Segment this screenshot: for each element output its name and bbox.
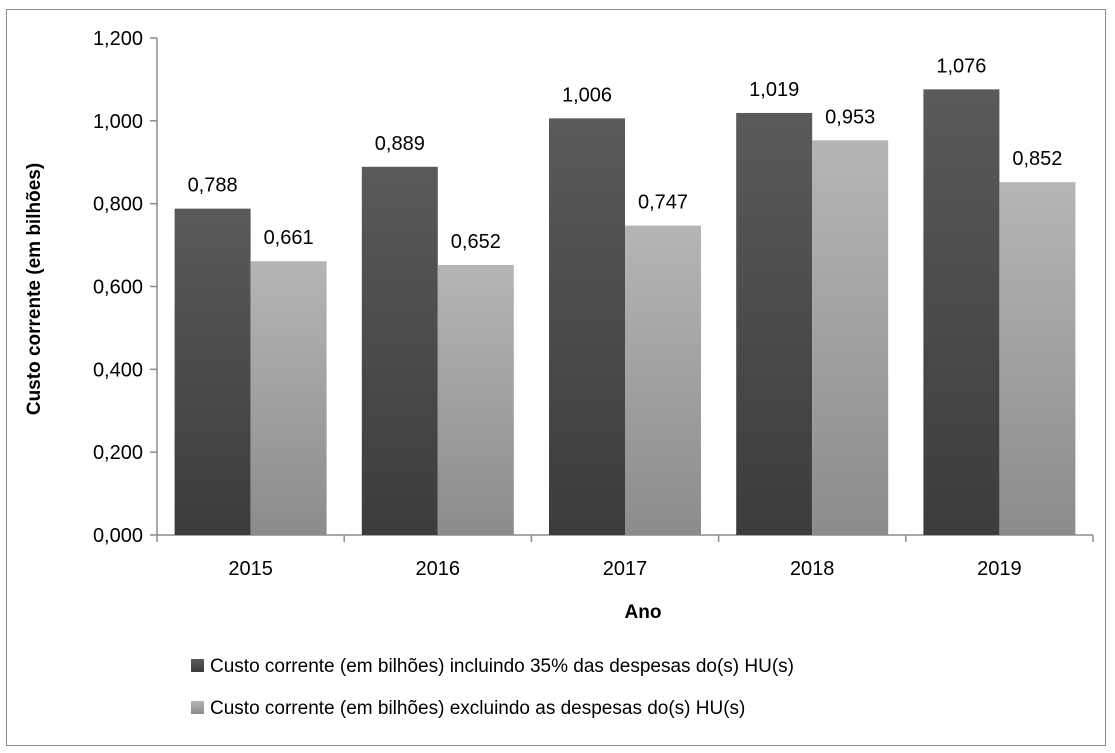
bar-excluindo-2015 — [250, 261, 327, 535]
plot-area: 0,000 0,200 0,400 0,600 0,800 1,000 1,200 2015 0… — [93, 28, 1094, 580]
legend-label-series-2: Custo corrente (em bilhões) excluindo as… — [210, 698, 745, 719]
y-tick-label: 0,800 — [93, 194, 143, 216]
data-label: 0,953 — [825, 106, 875, 128]
bar-incluindo-2015 — [174, 208, 251, 536]
data-label: 0,747 — [638, 192, 688, 214]
bar-excluindo-2018 — [812, 140, 889, 535]
bar-incluindo-2018 — [736, 112, 813, 535]
x-tick-label: 2018 — [790, 558, 835, 580]
x-tick-label: 2019 — [977, 558, 1022, 580]
y-tick-label: 0,000 — [93, 525, 143, 547]
x-tick-label: 2015 — [228, 558, 273, 580]
data-label: 0,852 — [1012, 148, 1062, 170]
bar-incluindo-2019 — [923, 89, 1000, 536]
y-tick-label: 0,400 — [93, 359, 143, 381]
y-axis-title: Custo corrente (em bilhões) — [24, 163, 45, 415]
data-label: 1,076 — [936, 55, 986, 77]
x-tick-label: 2017 — [603, 558, 648, 580]
y-tick-label: 0,600 — [93, 277, 143, 299]
data-label: 1,019 — [749, 79, 799, 101]
y-tick-label: 1,000 — [93, 111, 143, 133]
x-axis-title: Ano — [625, 602, 662, 623]
bar-excluindo-2017 — [625, 225, 701, 535]
bar-excluindo-2019 — [999, 182, 1076, 535]
legend-swatch-series-2 — [191, 701, 204, 714]
y-tick-label: 1,200 — [93, 28, 143, 50]
legend: Custo corrente (em bilhões) incluindo 35… — [191, 656, 794, 719]
data-label: 0,788 — [188, 175, 238, 197]
x-tick-label: 2016 — [416, 558, 461, 580]
bar-incluindo-2016 — [361, 166, 438, 535]
bar-excluindo-2016 — [437, 264, 514, 535]
data-label: 0,652 — [451, 231, 501, 253]
data-label: 0,889 — [375, 133, 425, 155]
data-label: 0,661 — [264, 227, 314, 249]
legend-label-series-1: Custo corrente (em bilhões) incluindo 35… — [210, 656, 794, 677]
y-tick-label: 0,200 — [93, 442, 143, 464]
legend-swatch-series-1 — [191, 659, 204, 672]
data-label: 1,006 — [562, 84, 612, 106]
bar-incluindo-2017 — [549, 118, 625, 536]
